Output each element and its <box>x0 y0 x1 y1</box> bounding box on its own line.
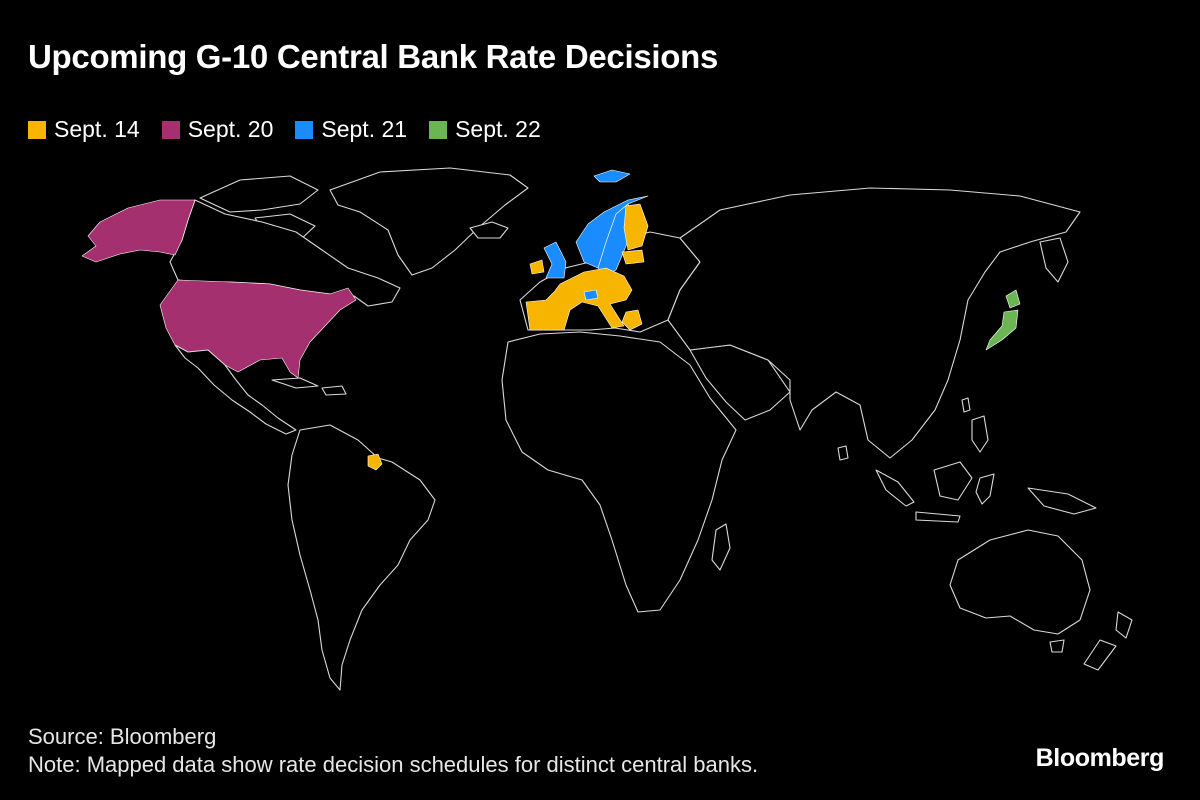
region-japan-honshu <box>985 309 1019 351</box>
landmass-new-zealand-south <box>1083 639 1117 671</box>
region-finland <box>623 203 649 251</box>
landmass-tasmania <box>1049 639 1065 653</box>
landmass-sri-lanka <box>837 445 849 461</box>
landmass-new-guinea <box>1027 487 1097 515</box>
region-svalbard <box>593 169 631 183</box>
landmass-greenland <box>329 167 529 276</box>
region-euro-area <box>525 267 633 331</box>
legend-swatch-sept-22 <box>429 120 448 139</box>
region-japan-hokkaido <box>1005 289 1021 309</box>
bloomberg-logo: Bloomberg <box>1035 744 1165 772</box>
legend-item-sept-14: Sept. 14 <box>28 116 140 143</box>
legend-item-sept-22: Sept. 22 <box>429 116 541 143</box>
region-united-states <box>159 279 357 379</box>
legend-item-sept-20: Sept. 20 <box>161 116 274 143</box>
region-united-kingdom <box>543 241 567 279</box>
region-baltics <box>621 249 645 265</box>
region-ireland <box>529 259 545 275</box>
region-greece <box>621 309 643 331</box>
region-alaska <box>81 199 196 263</box>
landmass-iceland <box>469 221 509 239</box>
footnote: Note: Mapped data show rate decision sch… <box>28 752 759 777</box>
landmass-kamchatka <box>1039 237 1069 283</box>
landmass-hispaniola <box>321 385 347 396</box>
landmass-asia <box>667 187 1081 459</box>
landmass-africa <box>501 331 737 613</box>
landmass-sulawesi <box>975 473 995 505</box>
landmass-arctic-islands <box>199 175 319 213</box>
landmass-canada <box>169 199 401 307</box>
chart-title: Upcoming G-10 Central Bank Rate Decision… <box>28 38 719 75</box>
region-switzerland <box>583 289 599 301</box>
legend-swatch-sept-14 <box>28 120 46 139</box>
landmass-borneo <box>933 461 973 501</box>
landmass-mexico-central-america <box>174 344 297 435</box>
legend-label-sept-20: Sept. 20 <box>187 116 274 142</box>
legend-label-sept-22: Sept. 22 <box>455 116 541 142</box>
landmass-sumatra <box>875 469 915 507</box>
region-norway <box>575 195 649 269</box>
legend-swatch-sept-20 <box>161 120 180 139</box>
landmass-taiwan <box>961 397 971 413</box>
source-note: Source: Bloomberg <box>28 724 217 749</box>
legend-label-sept-21: Sept. 21 <box>321 116 408 142</box>
landmass-south-america <box>287 424 436 691</box>
region-french-guiana <box>367 453 383 471</box>
landmass-australia <box>949 529 1091 635</box>
landmass-philippines <box>971 415 989 453</box>
legend-swatch-sept-21 <box>295 120 314 139</box>
legend-item-sept-21: Sept. 21 <box>295 116 407 143</box>
world-map <box>81 167 1133 691</box>
landmass-new-zealand-north <box>1115 611 1133 639</box>
legend: Sept. 14 Sept. 20 Sept. 21 Sept. 22 <box>28 116 541 143</box>
landmass-madagascar <box>711 523 731 571</box>
landmass-java <box>915 511 961 523</box>
landmass-cuba <box>271 377 319 389</box>
legend-label-sept-14: Sept. 14 <box>54 116 140 142</box>
